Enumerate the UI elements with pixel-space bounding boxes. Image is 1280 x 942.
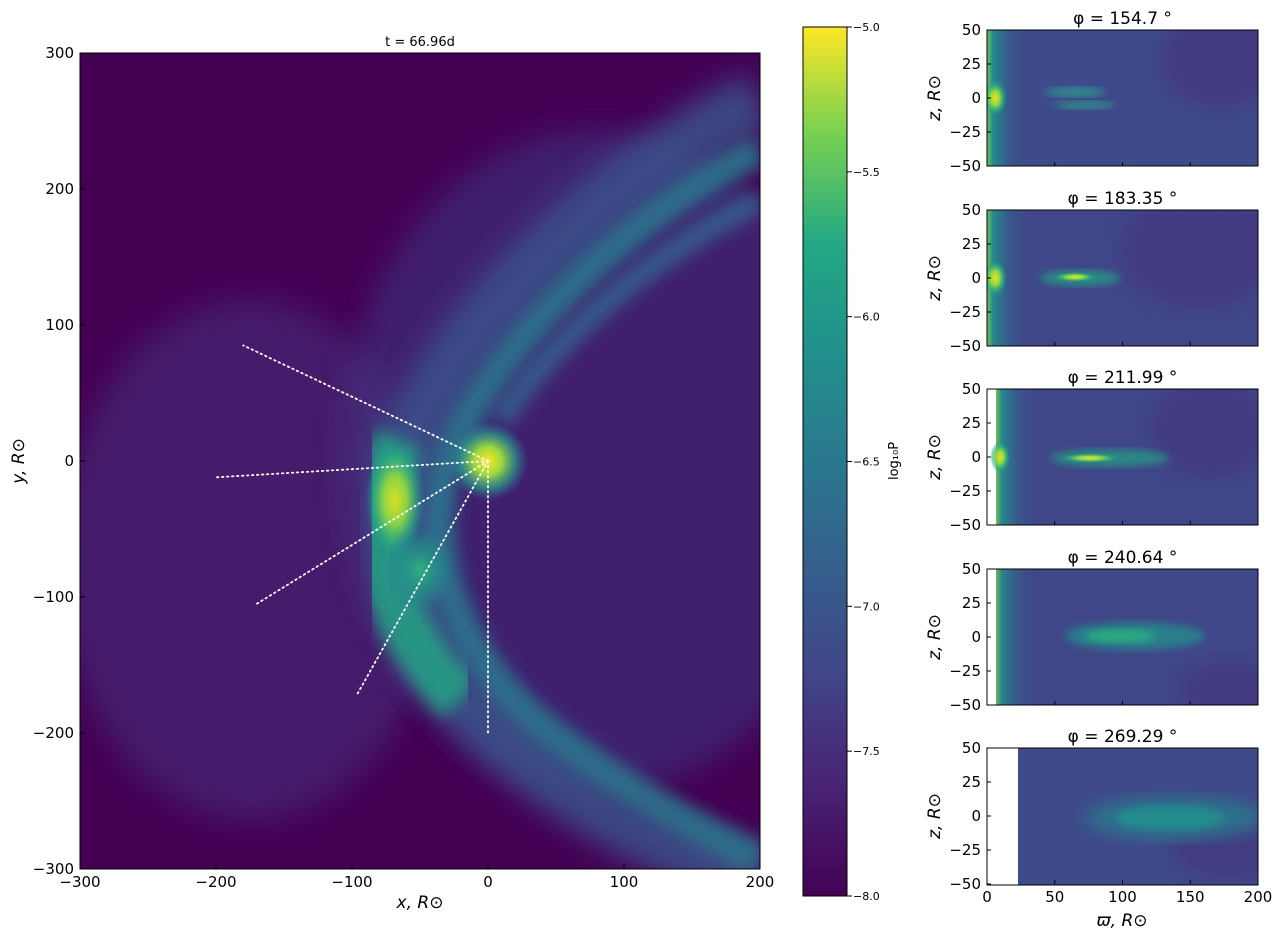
main-xtick-label: 100 xyxy=(610,873,639,891)
colorbar-tick-label: −7.0 xyxy=(853,600,880,613)
side-ytick-label: 25 xyxy=(962,55,981,73)
side-ylabel: z, R⊙ xyxy=(925,434,945,481)
main-ylabel: y, R⊙ xyxy=(9,438,29,485)
dotted-rays xyxy=(215,344,489,734)
main-ytick-label: 200 xyxy=(45,180,74,198)
side-ytick-label: 0 xyxy=(971,448,981,466)
side-ytick-label: 25 xyxy=(962,235,981,253)
colorbar-tick-label: −7.5 xyxy=(853,745,880,758)
side-ytick-label: 50 xyxy=(962,560,981,578)
side-ytick-label: 0 xyxy=(971,807,981,825)
main-ytick-label: 100 xyxy=(45,316,74,334)
side-ytick-label: 50 xyxy=(962,380,981,398)
side-ytick-label: −25 xyxy=(949,662,981,680)
side-ylabel: z, R⊙ xyxy=(925,75,945,122)
side-panel-title: φ = 154.7 ° xyxy=(1073,9,1172,29)
main-xtick-label: 200 xyxy=(746,873,775,891)
side-ytick-label: −50 xyxy=(949,696,981,714)
main-axes: −300 −200 −100 0 100 200 300 200 100 0 −100 −200 −30… xyxy=(33,44,775,891)
side-xtick-label: 100 xyxy=(1108,888,1137,906)
side-panel-1 xyxy=(986,29,1259,167)
side-ytick-label: 0 xyxy=(971,89,981,107)
side-panel-title: φ = 269.29 ° xyxy=(1068,727,1178,747)
side-ytick-label: −50 xyxy=(949,337,981,355)
side-panel-axes: φ = 154.7 ° 50 25 0 −25 −50 z, R⊙ φ = 183.35 ° 5… xyxy=(925,9,1272,906)
main-heatmap xyxy=(79,52,761,870)
side-ytick-label: 0 xyxy=(971,269,981,287)
side-panel-title: φ = 240.64 ° xyxy=(1068,548,1178,568)
side-ytick-label: 25 xyxy=(962,773,981,791)
colorbar xyxy=(802,26,848,897)
main-ytick-label: −200 xyxy=(33,724,74,742)
main-ytick-label: −300 xyxy=(33,860,74,878)
main-xtick-label: −200 xyxy=(195,873,236,891)
side-ytick-label: −25 xyxy=(949,482,981,500)
side-ytick-label: −25 xyxy=(949,841,981,859)
colorbar-tick-label: −6.5 xyxy=(853,456,880,469)
side-ytick-label: −50 xyxy=(949,875,981,893)
colorbar-tick-label: −8.0 xyxy=(853,890,880,903)
colorbar-tick-label: −5.5 xyxy=(853,166,880,179)
side-panel-2 xyxy=(986,209,1259,347)
side-xtick-label: 50 xyxy=(1045,888,1064,906)
main-ytick-label: 0 xyxy=(64,452,74,470)
side-ytick-label: −25 xyxy=(949,123,981,141)
colorbar-ticks: −5.0 −5.5 −6.0 −6.5 −7.0 −7.5 −8.0 xyxy=(847,21,880,903)
dotted-ray xyxy=(355,460,489,698)
main-title: t = 66.96d xyxy=(385,35,455,50)
main-ytick-label: 300 xyxy=(45,44,74,62)
main-ytick-label: −100 xyxy=(33,588,74,606)
main-xtick-label: 0 xyxy=(483,873,493,891)
colorbar-tick-label: −5.0 xyxy=(853,21,880,34)
side-ytick-label: 25 xyxy=(962,414,981,432)
side-xtick-label: 150 xyxy=(1176,888,1205,906)
side-ytick-label: 50 xyxy=(962,201,981,219)
main-xtick-label: −100 xyxy=(331,873,372,891)
side-xlabel: ϖ, R⊙ xyxy=(1096,911,1147,931)
side-xtick-label: 200 xyxy=(1244,888,1273,906)
side-panel-5 xyxy=(986,747,1259,886)
main-xlabel: x, R⊙ xyxy=(396,893,444,913)
side-xtick-label: 0 xyxy=(982,888,992,906)
side-ytick-label: −25 xyxy=(949,303,981,321)
side-ytick-label: −50 xyxy=(949,157,981,175)
side-ytick-label: 50 xyxy=(962,21,981,39)
colorbar-tick-label: −6.0 xyxy=(853,311,880,324)
side-ylabel: z, R⊙ xyxy=(925,793,945,840)
side-ytick-label: −50 xyxy=(949,516,981,534)
side-panel-title: φ = 211.99 ° xyxy=(1068,368,1178,388)
side-ytick-label: 50 xyxy=(962,739,981,757)
dotted-ray xyxy=(215,460,489,479)
side-panel-title: φ = 183.35 ° xyxy=(1068,189,1178,209)
dotted-ray xyxy=(255,460,489,605)
colorbar-label: log₁₀P xyxy=(887,442,902,480)
side-ytick-label: 0 xyxy=(971,628,981,646)
side-panel-4 xyxy=(986,568,1259,706)
main-xtick-label: −300 xyxy=(59,873,100,891)
side-ylabel: z, R⊙ xyxy=(925,255,945,302)
side-panels xyxy=(986,29,1259,886)
dotted-ray xyxy=(242,344,489,462)
side-panel-3 xyxy=(986,388,1259,526)
side-ylabel: z, R⊙ xyxy=(925,614,945,661)
side-ytick-label: 25 xyxy=(962,594,981,612)
